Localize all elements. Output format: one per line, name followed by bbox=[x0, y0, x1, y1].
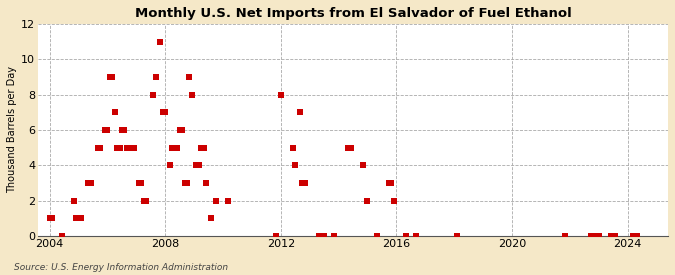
Point bbox=[47, 216, 57, 221]
Point bbox=[172, 145, 183, 150]
Point bbox=[179, 181, 190, 185]
Point bbox=[107, 75, 117, 79]
Point bbox=[362, 199, 373, 203]
Point bbox=[275, 92, 286, 97]
Point bbox=[182, 181, 192, 185]
Point bbox=[288, 145, 298, 150]
Point bbox=[560, 234, 570, 238]
Point bbox=[223, 199, 234, 203]
Point bbox=[211, 199, 221, 203]
Point bbox=[629, 234, 640, 238]
Point bbox=[95, 145, 105, 150]
Point bbox=[109, 110, 120, 114]
Point bbox=[346, 145, 356, 150]
Point bbox=[586, 234, 597, 238]
Point bbox=[201, 181, 212, 185]
Point bbox=[140, 199, 151, 203]
Point bbox=[128, 145, 139, 150]
Point bbox=[177, 128, 188, 132]
Point bbox=[186, 92, 197, 97]
Point bbox=[100, 128, 111, 132]
Point bbox=[71, 216, 82, 221]
Point bbox=[138, 199, 149, 203]
Point bbox=[198, 145, 209, 150]
Point bbox=[319, 234, 329, 238]
Point bbox=[105, 75, 115, 79]
Point bbox=[610, 234, 621, 238]
Point bbox=[357, 163, 368, 167]
Point bbox=[76, 216, 86, 221]
Point bbox=[155, 39, 165, 44]
Point bbox=[297, 181, 308, 185]
Point bbox=[119, 128, 130, 132]
Point bbox=[451, 234, 462, 238]
Point bbox=[605, 234, 616, 238]
Point bbox=[165, 163, 176, 167]
Point bbox=[591, 234, 602, 238]
Point bbox=[82, 181, 93, 185]
Point bbox=[126, 145, 137, 150]
Point bbox=[300, 181, 310, 185]
Point bbox=[85, 181, 96, 185]
Title: Monthly U.S. Net Imports from El Salvador of Fuel Ethanol: Monthly U.S. Net Imports from El Salvado… bbox=[134, 7, 572, 20]
Text: Source: U.S. Energy Information Administration: Source: U.S. Energy Information Administ… bbox=[14, 263, 227, 272]
Point bbox=[148, 92, 159, 97]
Point bbox=[191, 163, 202, 167]
Point bbox=[632, 234, 643, 238]
Point bbox=[160, 110, 171, 114]
Point bbox=[122, 145, 132, 150]
Point bbox=[157, 110, 168, 114]
Point bbox=[589, 234, 599, 238]
Point bbox=[205, 216, 216, 221]
Y-axis label: Thousand Barrels per Day: Thousand Barrels per Day bbox=[7, 67, 17, 193]
Point bbox=[271, 234, 281, 238]
Point bbox=[68, 199, 79, 203]
Point bbox=[169, 145, 180, 150]
Point bbox=[343, 145, 354, 150]
Point bbox=[194, 163, 205, 167]
Point bbox=[317, 234, 327, 238]
Point bbox=[111, 145, 122, 150]
Point bbox=[56, 234, 67, 238]
Point bbox=[328, 234, 339, 238]
Point bbox=[410, 234, 421, 238]
Point bbox=[136, 181, 146, 185]
Point bbox=[92, 145, 103, 150]
Point bbox=[290, 163, 300, 167]
Point bbox=[151, 75, 161, 79]
Point bbox=[102, 128, 113, 132]
Point bbox=[389, 199, 400, 203]
Point bbox=[608, 234, 618, 238]
Point bbox=[124, 145, 134, 150]
Point bbox=[184, 75, 194, 79]
Point bbox=[133, 181, 144, 185]
Point bbox=[384, 181, 395, 185]
Point bbox=[386, 181, 397, 185]
Point bbox=[167, 145, 178, 150]
Point bbox=[627, 234, 638, 238]
Point bbox=[372, 234, 383, 238]
Point bbox=[593, 234, 604, 238]
Point bbox=[174, 128, 185, 132]
Point bbox=[314, 234, 325, 238]
Point bbox=[44, 216, 55, 221]
Point bbox=[295, 110, 306, 114]
Point bbox=[114, 145, 125, 150]
Point bbox=[116, 128, 127, 132]
Point bbox=[196, 145, 207, 150]
Point bbox=[400, 234, 411, 238]
